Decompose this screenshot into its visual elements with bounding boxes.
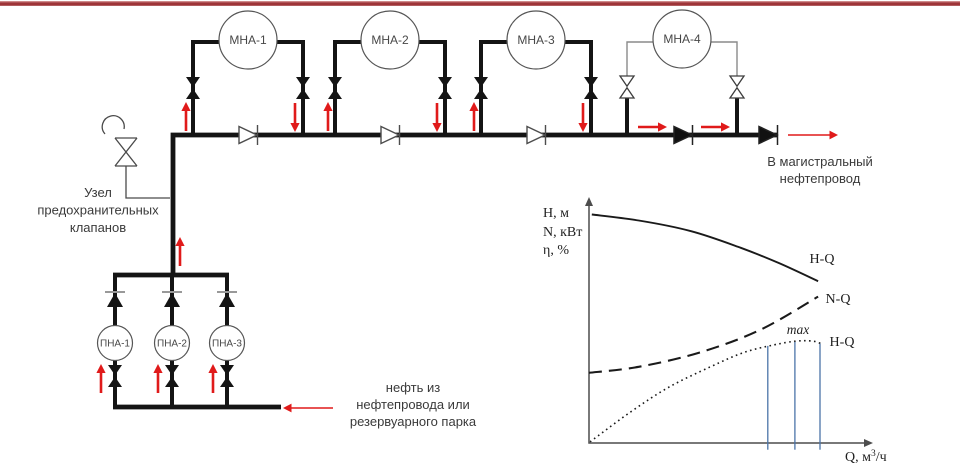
- flow-arrow-icon: [577, 101, 589, 134]
- y-axis-label-line: N, кВт: [543, 225, 582, 240]
- curve-head: [591, 213, 819, 283]
- flow-arrow-icon: [174, 235, 186, 268]
- operating-range-lines: [767, 341, 821, 450]
- curve-label-efficiency: H-Q: [830, 335, 855, 350]
- pump-label: МНА-4: [663, 32, 701, 46]
- flow-arrow-icon: [322, 100, 334, 133]
- pump-circle: [96, 324, 134, 362]
- flow-arrow-icon: [152, 362, 164, 395]
- pump-label: ПНА-3: [212, 339, 242, 350]
- relief-valve-spring-icon: [101, 115, 125, 135]
- suction-manifold: нефть из нефтепровода или резервуарного …: [113, 272, 477, 429]
- check-valve-icon: [238, 124, 259, 146]
- main-header-pipe: [170, 132, 778, 277]
- main-pump-unit-2: МНА-2: [322, 10, 452, 146]
- x-axis-arrow-icon: [864, 439, 873, 447]
- flow-arrow-icon: [289, 101, 301, 134]
- pump-circle: [218, 10, 278, 70]
- pump-performance-chart: H, м N, кВт η, % Q, м3/ч H-Q N-Q max H-Q: [543, 197, 887, 465]
- check-valve-icon: [526, 124, 547, 146]
- outlet-label-line: В магистральный: [767, 154, 873, 169]
- max-annotation: max: [787, 322, 810, 337]
- inlet-flow-arrow-icon: [282, 402, 334, 414]
- relief-valve-icon: [114, 137, 138, 167]
- safety-valve-label-line: предохранительных: [37, 203, 159, 218]
- check-valve-filled-icon: [758, 124, 779, 146]
- chart-axes: [588, 204, 866, 444]
- flow-arrow-icon: [180, 100, 192, 133]
- pump-circle: [208, 324, 246, 362]
- check-valve-icon: [161, 291, 183, 308]
- pump-label: ПНА-2: [157, 339, 187, 350]
- outlet-flow-arrow-icon: [787, 129, 839, 141]
- pump-circle: [360, 10, 420, 70]
- booster-pump-unit-1: ПНА-1: [95, 277, 134, 407]
- main-pump-unit-4-standby: МНА-4: [619, 9, 745, 135]
- outlet-label-line: нефтепровод: [780, 171, 861, 186]
- pump-circle: [506, 10, 566, 70]
- check-valve-filled-icon: [673, 124, 694, 146]
- pump-label: МНА-3: [517, 33, 555, 47]
- x-axis-label: Q, м3/ч: [845, 449, 887, 465]
- flow-arrow-icon: [636, 121, 669, 133]
- booster-pump-unit-3: ПНА-3: [207, 277, 246, 407]
- chart-curves: [588, 213, 822, 443]
- booster-pump-unit-2: ПНА-2: [152, 277, 191, 407]
- flow-arrow-icon: [699, 121, 732, 133]
- curve-label-power: N-Q: [826, 292, 851, 307]
- gate-valve-open-icon: [729, 75, 745, 99]
- pump-label: ПНА-1: [100, 339, 130, 350]
- pump-circle: [652, 9, 712, 69]
- gate-valve-open-icon: [619, 75, 635, 99]
- pump-label: МНА-1: [229, 33, 267, 47]
- safety-valve-label-line: Узел: [84, 185, 112, 200]
- flow-arrow-icon: [207, 362, 219, 395]
- pump-circle: [153, 324, 191, 362]
- y-axis-label-line: η, %: [543, 243, 569, 258]
- relief-valve-branch-pipe: [125, 166, 170, 199]
- check-valve-icon: [104, 291, 126, 308]
- pump-label: МНА-2: [371, 33, 409, 47]
- safety-valve-label-line: клапанов: [70, 220, 126, 235]
- check-valve-icon: [216, 291, 238, 308]
- inlet-label-line: нефть из: [386, 380, 440, 395]
- flow-arrow-icon: [431, 101, 443, 134]
- safety-valve-assembly: Узел предохранительных клапанов: [37, 115, 170, 235]
- discharge-line: В магистральный нефтепровод: [170, 121, 873, 277]
- curve-label-head: H-Q: [810, 252, 835, 267]
- main-pump-unit-1: МНА-1: [180, 10, 310, 146]
- top-divider-bar: [0, 1, 960, 6]
- inlet-label-line: резервуарного парка: [350, 414, 477, 429]
- y-axis-label-line: H, м: [543, 206, 569, 221]
- flow-arrow-icon: [468, 100, 480, 133]
- main-pump-unit-3: МНА-3: [468, 10, 598, 146]
- curve-power: [588, 295, 819, 374]
- curve-efficiency: [589, 339, 822, 443]
- check-valve-icon: [380, 124, 401, 146]
- flow-arrow-icon: [95, 362, 107, 395]
- y-axis-arrow-icon: [585, 197, 593, 206]
- inlet-label-line: нефтепровода или: [356, 397, 470, 412]
